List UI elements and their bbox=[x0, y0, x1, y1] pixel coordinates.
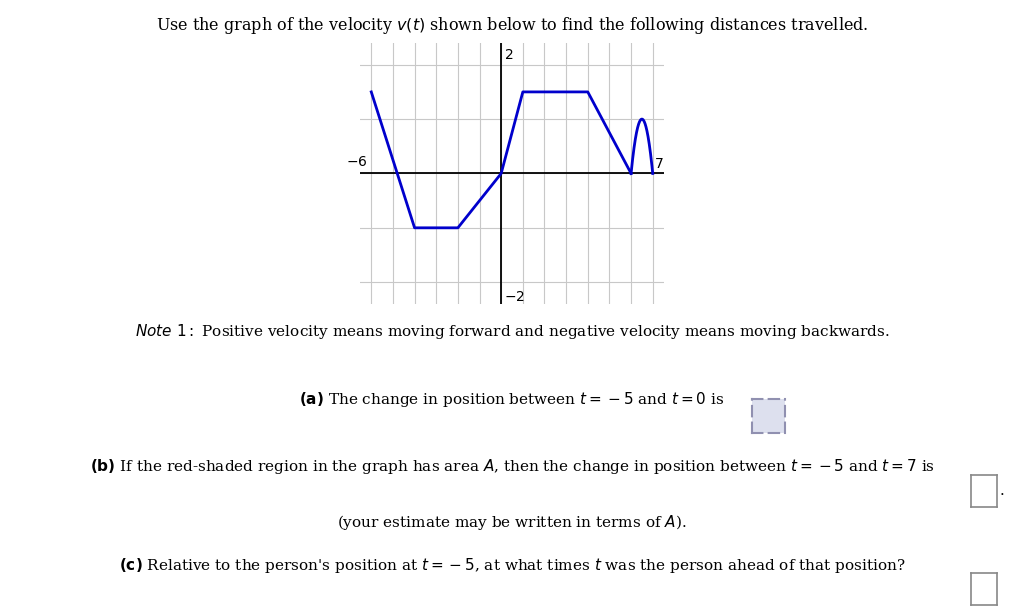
Text: $\mathit{Note\ 1:}$ Positive velocity means moving forward and negative velocity: $\mathit{Note\ 1:}$ Positive velocity me… bbox=[134, 322, 890, 341]
Text: $\mathbf{(b)}$ If the red-shaded region in the graph has area $A$, then the chan: $\mathbf{(b)}$ If the red-shaded region … bbox=[89, 457, 935, 476]
Text: $7$: $7$ bbox=[653, 157, 664, 171]
Text: (your estimate may be written in terms of $A$).: (your estimate may be written in terms o… bbox=[337, 513, 687, 532]
Text: Use the graph of the velocity $v(t)$ shown below to find the following distances: Use the graph of the velocity $v(t)$ sho… bbox=[156, 15, 868, 36]
Text: $-2$: $-2$ bbox=[505, 290, 525, 305]
Text: $\mathbf{(c)}$ Relative to the person's position at $t = -5$, at what times $t$ : $\mathbf{(c)}$ Relative to the person's … bbox=[119, 556, 905, 575]
Text: $-6$: $-6$ bbox=[346, 155, 368, 169]
Text: $\mathbf{(a)}$ The change in position between $t = -5$ and $t = 0$ is: $\mathbf{(a)}$ The change in position be… bbox=[299, 390, 725, 409]
Text: $2$: $2$ bbox=[505, 48, 514, 62]
Text: .: . bbox=[999, 484, 1005, 498]
